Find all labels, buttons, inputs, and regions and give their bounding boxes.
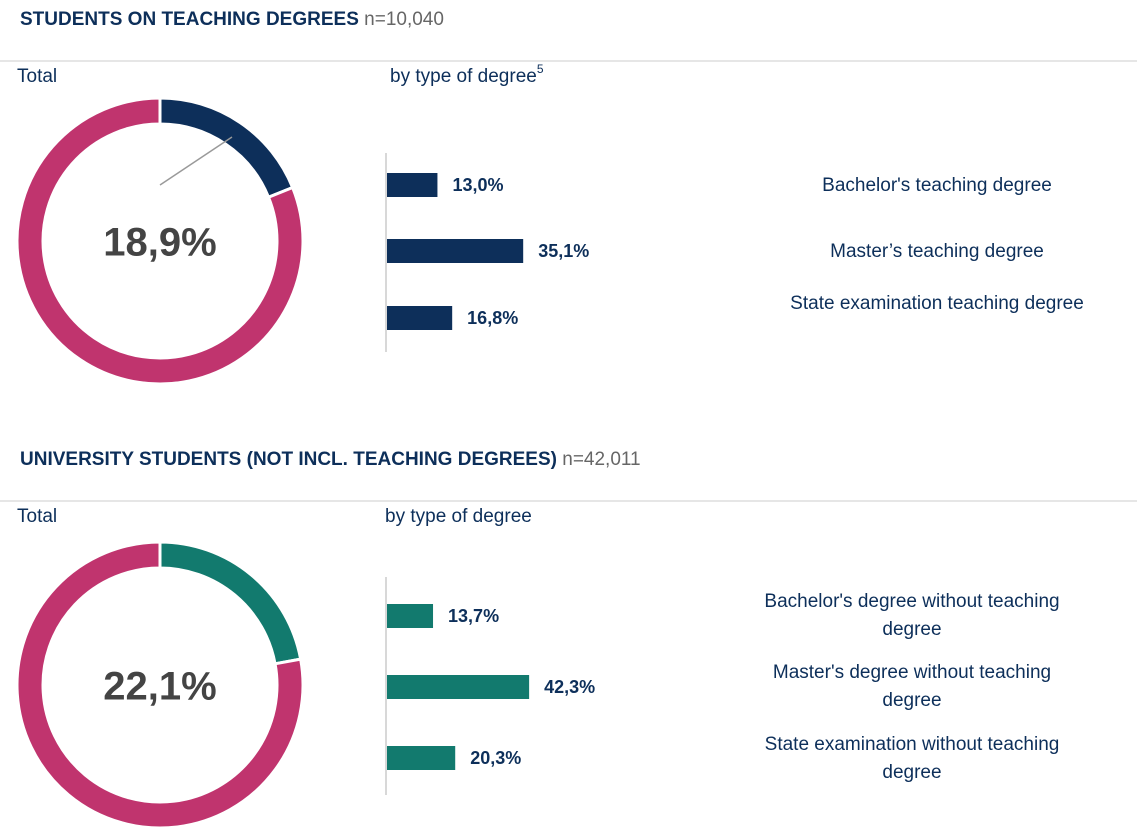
bar-value-label: 35,1% [538,241,589,261]
category-label: Master's degree without teaching degree [772,662,1052,711]
donut-segment [158,540,303,666]
total-label: Total [17,66,57,87]
bar [387,306,453,330]
section-subtitle: n=42,011 [562,449,640,470]
category-label: Master’s teaching degree [830,241,1044,262]
footnote-mark: 5 [537,62,544,76]
bar-value-label: 13,0% [452,175,503,195]
donut-value-label: 18,9% [103,221,216,265]
donut-segment [15,540,305,828]
section-title-main: STUDENTS ON TEACHING DEGREES [20,9,359,30]
category-label: State examination teaching degree [790,293,1084,314]
bar-value-label: 13,7% [448,606,499,626]
bar-value-label: 42,3% [544,677,595,697]
bar-value-label: 20,3% [470,748,521,768]
chart-subtitle-main: by type of degree [385,506,532,527]
category-label: State examination without teaching degre… [764,734,1060,783]
bar [387,604,434,628]
chart-subtitle-main: by type of degree [390,66,537,87]
donut-value-label: 22,1% [103,665,216,709]
category-label: Bachelor's teaching degree [822,175,1052,196]
chart-subtitle: by type of degree5 [390,62,544,87]
category-label: Bachelor's degree without teaching degre… [764,591,1060,640]
total-label: Total [17,506,57,527]
section-subtitle: n=10,040 [364,9,444,30]
bar-value-label: 16,8% [467,308,518,328]
bar [387,675,530,699]
leader-line [159,136,233,186]
chart-subtitle: by type of degree [385,506,532,527]
section-title-main: UNIVERSITY STUDENTS (NOT INCL. TEACHING … [20,449,557,470]
section-title: STUDENTS ON TEACHING DEGREES n=10,040 [20,9,444,30]
donut-segment [158,96,295,200]
bar [387,746,456,770]
donut-segment [15,96,305,386]
section-title: UNIVERSITY STUDENTS (NOT INCL. TEACHING … [20,449,641,470]
bar [387,173,438,197]
bar [387,239,524,263]
